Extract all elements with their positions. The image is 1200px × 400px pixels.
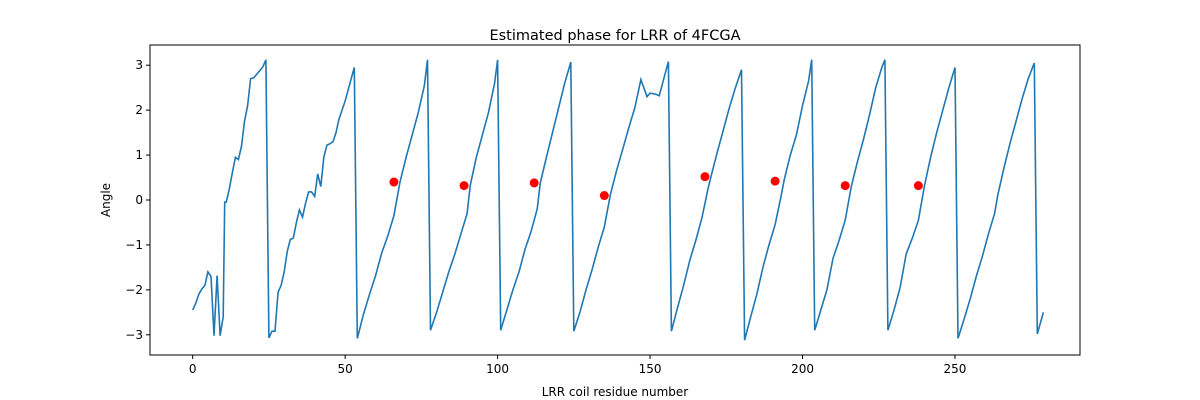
y-tick-label: 1 [135,148,143,162]
marker-point [599,191,609,201]
marker-point [529,178,539,188]
x-tick-label: 150 [639,362,662,376]
plot-frame [149,44,1081,356]
marker-point [700,172,710,182]
phase-line [191,59,1045,341]
chart-title: Estimated phase for LRR of 4FCGA [489,28,740,44]
y-tick-label: 0 [135,193,143,207]
x-axis-label: LRR coil residue number [542,385,689,399]
y-tick-label: 2 [135,103,143,117]
x-tick-label: 200 [791,362,814,376]
marker-point [840,181,850,191]
marker-point [770,176,780,186]
y-axis-label: Angle [99,183,113,217]
y-tick-label: 3 [135,58,143,72]
y-tick-label: −2 [125,283,143,297]
marker-points [389,172,923,201]
y-tick-label: −3 [125,328,143,342]
x-tick-label: 50 [338,362,353,376]
marker-point [913,181,923,191]
axis-ticks: 0 50 100 150 200 250 −3 −2 −1 0 1 2 3 [125,58,966,376]
marker-point [459,181,469,191]
marker-point [389,177,399,187]
x-tick-label: 0 [189,362,197,376]
x-tick-label: 100 [486,362,509,376]
x-tick-label: 250 [944,362,967,376]
y-tick-label: −1 [125,238,143,252]
